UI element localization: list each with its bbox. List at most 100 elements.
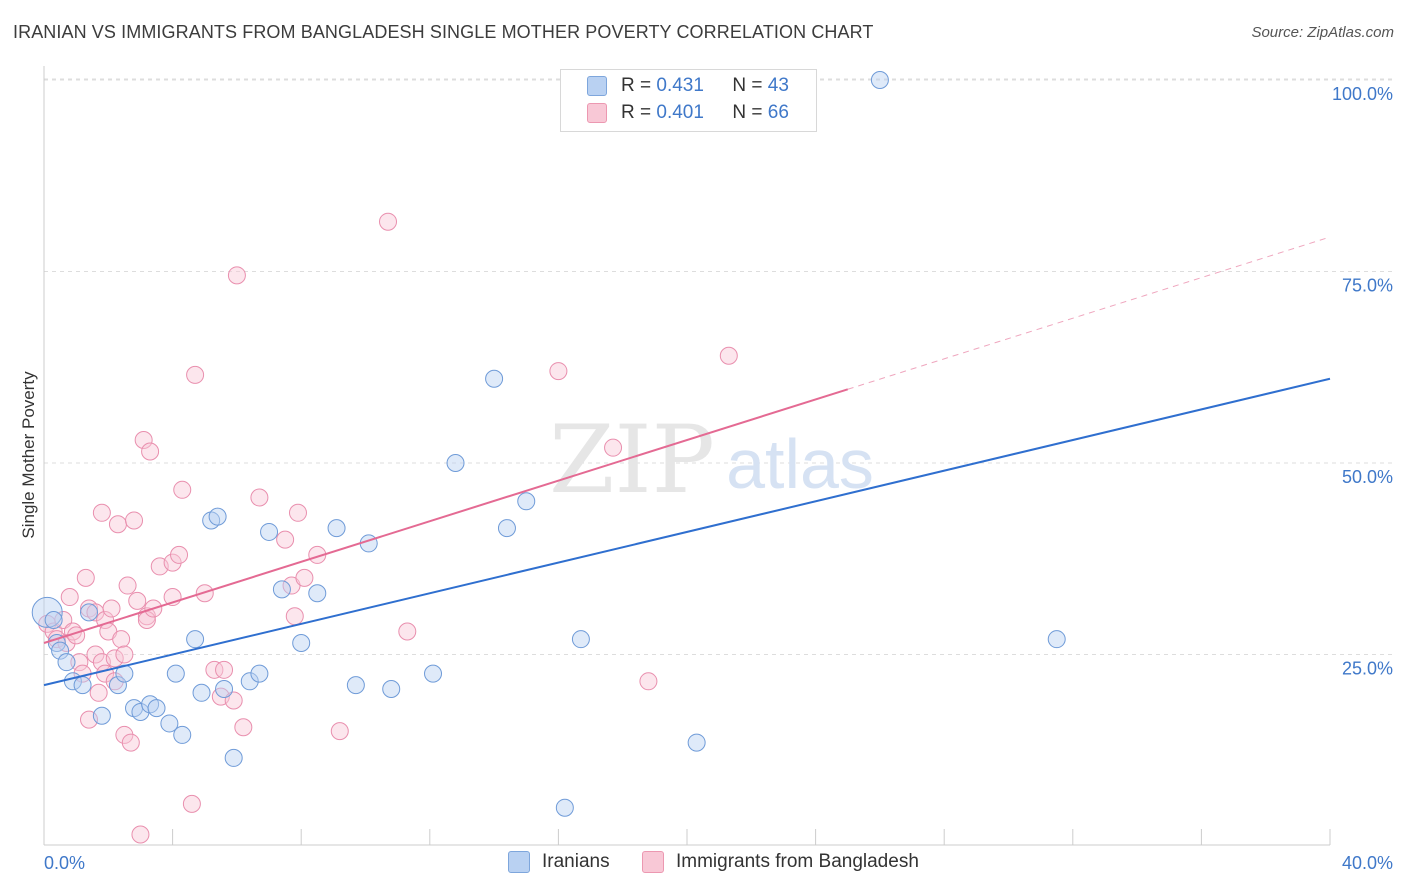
point-bangladesh (234, 718, 253, 737)
point-bangladesh (276, 530, 295, 549)
point-iranians (224, 748, 243, 767)
point-bangladesh (330, 722, 349, 741)
legend-r-label: R = (621, 102, 657, 123)
trend-lines (43, 236, 1331, 687)
point-bangladesh (170, 545, 189, 564)
x-tick-label-min: 0.0% (44, 853, 85, 873)
point-bangladesh (131, 825, 150, 844)
point-iranians (1047, 630, 1066, 649)
point-bangladesh (398, 622, 417, 641)
point-iranians (186, 630, 205, 649)
point-iranians (382, 679, 401, 698)
point-bangladesh (227, 266, 246, 285)
point-iranians (446, 454, 465, 472)
trend-line-bangladesh-extrapolated (847, 236, 1331, 390)
point-bangladesh (108, 515, 127, 534)
point-bangladesh (89, 683, 108, 702)
point-bangladesh (549, 362, 568, 381)
point-iranians (73, 676, 92, 695)
legend-swatch-bangladesh (587, 103, 607, 123)
legend: R = 0.431 N = 43 R = 0.401 N = 66 (560, 69, 817, 132)
bangladesh-points (38, 212, 738, 844)
y-tick-label: 50.0% (1342, 467, 1393, 487)
chart-title: IRANIAN VS IMMIGRANTS FROM BANGLADESH SI… (13, 22, 874, 42)
legend-r-label: R = (621, 75, 657, 96)
point-bangladesh (134, 431, 153, 450)
point-iranians (192, 683, 211, 702)
point-iranians (240, 672, 259, 691)
legend-n-value-bangladesh: 66 (767, 102, 789, 123)
point-bangladesh (86, 645, 105, 664)
point-iranians (571, 630, 590, 649)
point-bangladesh (125, 511, 144, 530)
point-bangladesh (604, 438, 623, 457)
bottom-legend-bangladesh: Immigrants from Bangladesh (642, 851, 919, 873)
axes (43, 66, 1331, 846)
point-iranians (31, 596, 63, 628)
point-iranians (44, 611, 63, 630)
point-bangladesh (163, 553, 182, 572)
point-iranians (173, 725, 192, 744)
point-bangladesh (70, 653, 89, 672)
point-bangladesh (54, 611, 73, 630)
point-bangladesh (215, 660, 234, 679)
y-axis-label: Single Mother Poverty (19, 371, 38, 539)
point-iranians (147, 699, 166, 718)
tick-labels: 25.0% 50.0% 75.0% 100.0% 0.0% 40.0% (44, 84, 1393, 873)
point-iranians (160, 714, 179, 733)
iranians-points (31, 71, 1066, 817)
bottom-legend-swatch-bangladesh (642, 851, 664, 873)
point-iranians (260, 522, 279, 541)
trend-line-iranians (43, 377, 1331, 687)
point-bangladesh (60, 588, 79, 607)
point-iranians (108, 676, 127, 695)
point-bangladesh (121, 733, 140, 752)
point-iranians (208, 507, 227, 526)
point-bangladesh (102, 599, 121, 618)
point-iranians (215, 679, 234, 698)
y-tick-label: 100.0% (1332, 84, 1393, 104)
point-bangladesh (250, 488, 269, 507)
legend-n-label: N = (732, 102, 768, 123)
point-iranians (308, 584, 327, 603)
y-tick-label: 25.0% (1342, 659, 1393, 679)
legend-row-iranians: R = 0.431 N = 43 (587, 74, 789, 98)
legend-r-value-iranians: 0.431 (656, 75, 704, 96)
point-bangladesh (118, 576, 137, 595)
point-iranians (57, 653, 76, 672)
point-bangladesh (182, 794, 201, 813)
point-bangladesh (205, 660, 224, 679)
point-bangladesh (288, 503, 307, 522)
bottom-legend-label-bangladesh: Immigrants from Bangladesh (676, 851, 919, 872)
point-bangladesh (173, 480, 192, 499)
point-iranians (166, 664, 185, 683)
legend-n-value-iranians: 43 (767, 75, 789, 96)
legend-swatch-iranians (587, 76, 607, 96)
point-bangladesh (224, 691, 243, 710)
point-iranians (497, 519, 516, 538)
point-bangladesh (128, 591, 147, 610)
watermark-zip: ZIP (549, 406, 715, 515)
point-bangladesh (639, 672, 658, 691)
point-bangladesh (186, 365, 205, 384)
y-tick-label: 75.0% (1342, 276, 1393, 296)
legend-r-value-bangladesh: 0.401 (656, 102, 704, 123)
point-bangladesh (379, 212, 398, 231)
point-iranians (870, 71, 889, 89)
point-iranians (346, 676, 365, 695)
point-bangladesh (105, 649, 124, 668)
point-iranians (250, 664, 269, 683)
point-bangladesh (141, 442, 160, 461)
point-bangladesh (57, 634, 76, 653)
point-iranians (292, 634, 311, 653)
watermark-atlas: atlas (726, 425, 874, 503)
point-iranians (327, 519, 346, 538)
point-bangladesh (76, 568, 95, 587)
point-iranians (424, 664, 443, 683)
point-bangladesh (115, 645, 134, 664)
point-iranians (272, 580, 291, 599)
bottom-legend-iranians: Iranians (508, 851, 610, 873)
point-iranians (555, 798, 574, 817)
point-iranians (92, 706, 111, 725)
